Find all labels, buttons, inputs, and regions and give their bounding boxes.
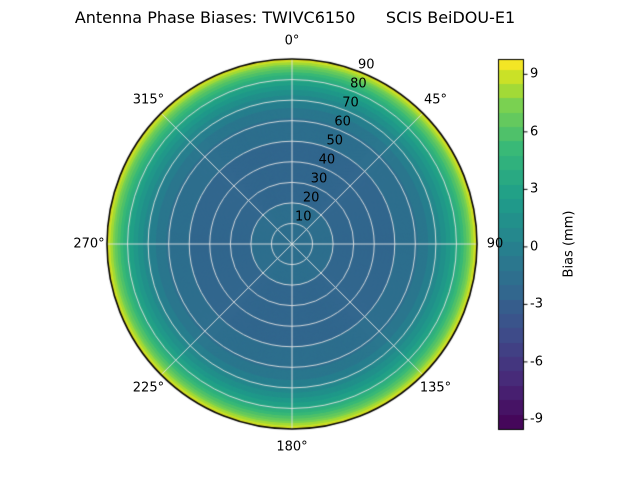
chart-title: Antenna Phase Biases: TWIVC6150 SCIS Bei…: [74, 8, 516, 27]
colorbar-axis-label: Bias (mm): [561, 210, 577, 278]
